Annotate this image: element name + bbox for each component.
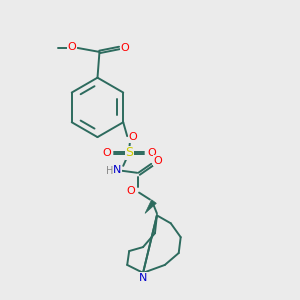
Text: O: O — [154, 156, 162, 166]
Text: N: N — [139, 273, 147, 283]
Text: O: O — [148, 148, 156, 158]
Text: H: H — [106, 166, 113, 176]
Text: O: O — [129, 132, 137, 142]
Text: S: S — [125, 146, 133, 160]
Text: O: O — [127, 186, 136, 196]
Text: N: N — [113, 165, 122, 175]
Text: O: O — [102, 148, 111, 158]
Text: O: O — [121, 43, 130, 53]
Text: O: O — [68, 42, 76, 52]
Polygon shape — [145, 200, 156, 213]
